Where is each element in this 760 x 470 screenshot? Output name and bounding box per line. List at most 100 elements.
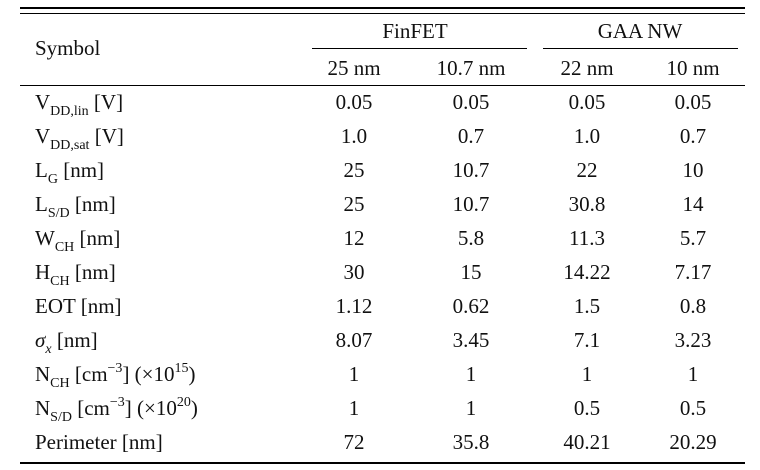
table-cell: 0.05 <box>674 90 712 114</box>
table-cell: 1 <box>348 362 360 386</box>
table-cell: 1.0 <box>573 124 601 148</box>
table-cell: 7.1 <box>573 328 601 352</box>
table-cell: 3.45 <box>452 328 490 352</box>
symbol-base: EOT <box>35 294 76 318</box>
closing-paren: ) <box>188 362 196 386</box>
table-cell: 0.5 <box>679 396 707 420</box>
row-symbol: LS/D [nm] <box>35 192 116 221</box>
table-cell: 40.21 <box>563 430 611 454</box>
table-cell: 0.7 <box>679 124 707 148</box>
symbol-unit: [V] <box>88 90 124 114</box>
table-cell: 30.8 <box>568 192 606 216</box>
table-cell: 8.07 <box>335 328 373 352</box>
symbol-unit: [nm] <box>75 294 122 318</box>
table-cell: 35.8 <box>452 430 490 454</box>
table-cell: 10.7 <box>452 192 490 216</box>
table-cell: 30 <box>343 260 365 284</box>
closing-paren: ) <box>190 396 198 420</box>
symbol-base: W <box>35 226 55 250</box>
symbol-subscript: S/D <box>50 410 72 425</box>
top-rule-outer <box>20 7 745 9</box>
symbol-subscript: DD,lin <box>50 104 89 119</box>
table-cell: 11.3 <box>569 226 605 250</box>
symbol-subscript: G <box>47 172 58 187</box>
table-cell: 20.29 <box>669 430 717 454</box>
row-symbol: EOT [nm] <box>35 294 122 318</box>
column-header-10-7nm: 10.7 nm <box>436 56 506 80</box>
table-cell: 1 <box>687 362 699 386</box>
symbol-base: Perimeter <box>35 430 117 454</box>
row-symbol: HCH [nm] <box>35 260 116 289</box>
table-cell: 0.8 <box>679 294 707 318</box>
table-cell: 15 <box>460 260 482 284</box>
unit-exponent: −3 <box>107 361 123 376</box>
header-rule <box>20 85 745 86</box>
symbol-base: L <box>35 192 48 216</box>
table-cell: 5.8 <box>457 226 485 250</box>
row-symbol: LG [nm] <box>35 158 105 187</box>
column-header-22nm: 22 nm <box>560 56 614 80</box>
symbol-unit: [nm] <box>69 260 116 284</box>
symbol-base: N <box>35 362 51 386</box>
row-symbol: WCH [nm] <box>35 226 121 255</box>
symbol-unit: [cm <box>69 362 108 386</box>
table-cell: 0.62 <box>452 294 490 318</box>
symbol-header: Symbol <box>35 36 101 60</box>
table-cell: 1.12 <box>335 294 373 318</box>
symbol-unit: [nm] <box>57 158 105 182</box>
row-symbol: Perimeter [nm] <box>35 430 163 454</box>
table-cell: 0.05 <box>335 90 373 114</box>
table-cell: 1 <box>581 362 593 386</box>
group-header-finfet: FinFET <box>382 19 448 43</box>
symbol-unit: [V] <box>89 124 124 148</box>
table-cell: 25 <box>343 192 365 216</box>
row-symbol: NS/D [cm−3] (×1020) <box>35 395 198 425</box>
column-header-10nm: 10 nm <box>666 56 720 80</box>
table-cell: 25 <box>343 158 365 182</box>
symbol-base: H <box>35 260 51 284</box>
table-cell: 5.7 <box>679 226 707 250</box>
table-cell: 7.17 <box>674 260 712 284</box>
bottom-rule <box>20 462 745 464</box>
scale-exponent: 20 <box>176 395 191 410</box>
scale-exponent: 15 <box>174 361 189 376</box>
symbol-unit: [nm] <box>116 430 163 454</box>
table-cell: 14.22 <box>563 260 611 284</box>
group-header-gaa-nw: GAA NW <box>597 19 683 43</box>
table-cell: 0.7 <box>457 124 485 148</box>
symbol-base: V <box>35 90 51 114</box>
symbol-unit: [nm] <box>69 192 116 216</box>
table-cell: 0.05 <box>452 90 490 114</box>
table-cell: 1 <box>348 396 360 420</box>
symbol-subscript: x <box>45 342 52 357</box>
symbol-subscript: CH <box>50 274 70 289</box>
row-symbol: NCH [cm−3] (×1015) <box>35 361 196 391</box>
symbol-unit: [nm] <box>74 226 121 250</box>
symbol-base: V <box>35 124 51 148</box>
table-cell: 1.0 <box>340 124 368 148</box>
table-cell: 1 <box>465 396 477 420</box>
row-symbol: VDD,lin [V] <box>35 90 124 119</box>
table-cell: 12 <box>343 226 365 250</box>
table-cell: 3.23 <box>674 328 712 352</box>
scale-factor: ] (×10 <box>122 362 175 386</box>
unit-exponent: −3 <box>109 395 125 410</box>
symbol-base: σ <box>35 328 46 352</box>
table-cell: 72 <box>343 430 365 454</box>
scale-factor: ] (×10 <box>124 396 177 420</box>
table-cell: 0.05 <box>568 90 606 114</box>
symbol-base: N <box>35 396 51 420</box>
symbol-base: L <box>35 158 48 182</box>
finfet-underline <box>312 48 527 49</box>
symbol-subscript: S/D <box>47 206 70 221</box>
symbol-subscript: CH <box>50 376 70 391</box>
symbol-unit: [cm <box>71 396 110 420</box>
gaa-underline <box>543 48 738 49</box>
table-cell: 0.5 <box>573 396 601 420</box>
row-symbol: VDD,sat [V] <box>35 124 124 153</box>
table-cell: 14 <box>682 192 704 216</box>
table-cell: 1 <box>465 362 477 386</box>
table-cell: 1.5 <box>573 294 601 318</box>
symbol-subscript: CH <box>54 240 75 255</box>
table-cell: 10 <box>682 158 704 182</box>
